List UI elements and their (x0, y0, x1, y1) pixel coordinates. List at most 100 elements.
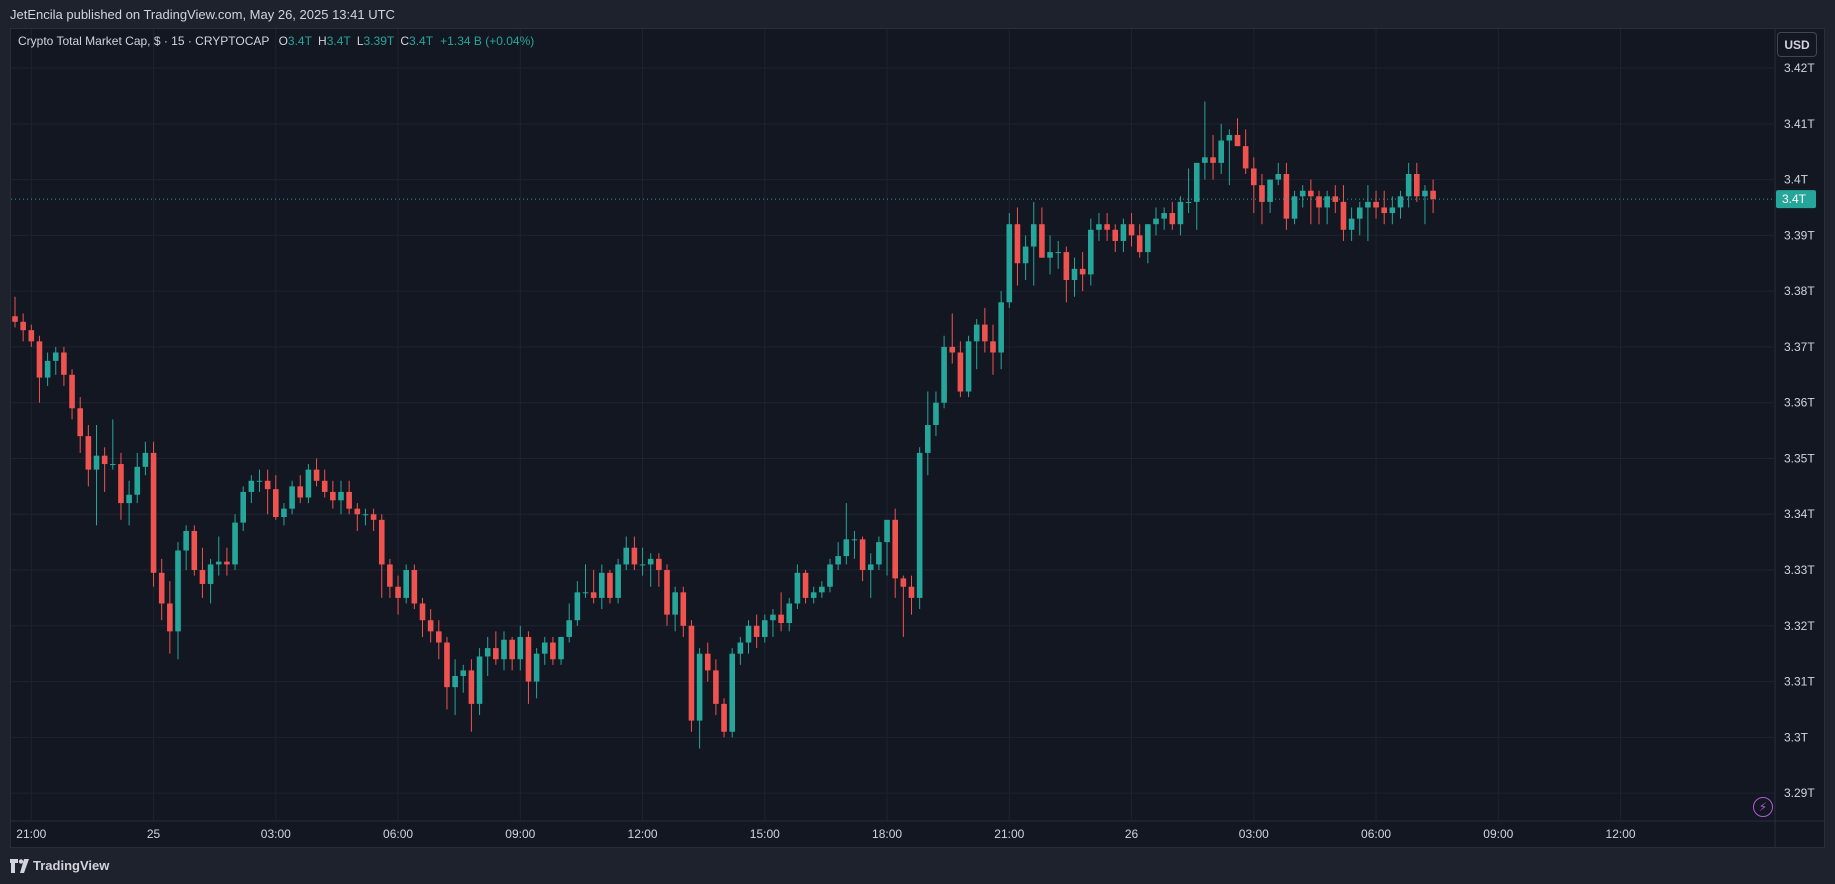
candle (1071, 257, 1078, 297)
candle-body (704, 653, 711, 671)
currency-button[interactable]: USD (1777, 32, 1817, 57)
candle (338, 480, 344, 515)
price-tick-label: 3.39T (1784, 228, 1815, 242)
legend-low-value: 3.39T (363, 34, 395, 48)
candle (566, 603, 572, 643)
candle-body (1405, 174, 1412, 197)
candle (590, 570, 597, 604)
time-tick-label: 09:00 (505, 827, 535, 841)
candle-body (134, 466, 141, 495)
candle (941, 335, 947, 409)
candle (1267, 179, 1273, 214)
candle (867, 553, 874, 598)
candle-body (1381, 207, 1387, 214)
chart-canvas[interactable]: 3.4T 3.42T3.41T3.4T3.39T3.38T3.37T3.36T3… (11, 29, 1824, 847)
candle-body (1112, 229, 1119, 241)
candle-body (28, 330, 35, 342)
candle (1014, 207, 1021, 286)
candle-body (533, 653, 540, 682)
candle-body (1079, 268, 1086, 275)
candle (1283, 162, 1290, 230)
candle (52, 346, 59, 375)
candle (256, 469, 263, 492)
candle (207, 558, 214, 604)
time-tick-label: 03:00 (261, 827, 291, 841)
lightning-icon[interactable]: ⚡ (1753, 797, 1773, 817)
chart-legend: Crypto Total Market Cap, $ · 15 · CRYPTO… (18, 34, 534, 48)
candle (126, 480, 132, 526)
candle (1210, 134, 1216, 180)
candle (354, 503, 361, 531)
price-tick-label: 3.37T (1784, 340, 1815, 354)
candle (427, 609, 434, 643)
candle-body (1128, 224, 1135, 236)
candle-body (745, 625, 752, 643)
candle-body (1177, 201, 1184, 225)
candle-body (965, 341, 972, 392)
candle-body (998, 302, 1004, 353)
candle-body (1275, 174, 1282, 180)
candle (1348, 207, 1355, 241)
candle-body (1324, 196, 1330, 208)
candle-body (607, 572, 613, 598)
tradingview-logo[interactable]: TradingView (10, 858, 109, 873)
candle-body (1365, 201, 1371, 208)
candle (93, 425, 100, 526)
candle (484, 636, 491, 676)
candle-body (493, 648, 499, 660)
candle-body (69, 374, 75, 409)
candle-body (77, 408, 83, 437)
candle-body (93, 455, 100, 470)
candle (778, 592, 784, 632)
candle-body (297, 486, 304, 498)
candle-body (1251, 168, 1257, 186)
candle (1397, 190, 1404, 219)
candle-body (468, 670, 475, 704)
candle (998, 291, 1004, 370)
published-line: JetEncila published on TradingView.com, … (10, 7, 395, 22)
candle-body (1136, 235, 1143, 253)
candle (1153, 207, 1159, 236)
candle-body (52, 352, 59, 361)
candle (550, 636, 556, 665)
candle-body (289, 486, 295, 509)
candle-body (615, 564, 621, 598)
legend-low-label: L (356, 34, 364, 48)
candle-body (484, 648, 491, 657)
candle (1169, 201, 1176, 230)
candle-body (1022, 246, 1029, 264)
candle-body (941, 346, 947, 403)
candle-body (696, 653, 703, 721)
legend-high-label: H (318, 34, 327, 48)
candle-body (362, 514, 369, 516)
candle-body (1006, 224, 1013, 303)
candle-body (1014, 224, 1021, 264)
candle-body (900, 578, 907, 587)
price-tick-label: 3.32T (1784, 619, 1815, 633)
candle (965, 335, 972, 398)
candle-body (973, 324, 980, 342)
candle (1316, 190, 1322, 225)
candle-body (647, 558, 654, 565)
chart-frame[interactable]: 3.4T 3.42T 3.41T 3.4T 3.39T 3.38T 3.37T 3.36T 3… (10, 28, 1825, 848)
legend-open-label: O (278, 34, 288, 48)
candle-body (819, 586, 825, 593)
candle (1006, 213, 1013, 308)
candle-body (1153, 218, 1159, 225)
candle (1202, 101, 1208, 180)
candle (1030, 201, 1037, 286)
candle (656, 553, 662, 587)
candle-body (150, 452, 157, 573)
candle-body (142, 452, 149, 467)
candle (248, 475, 255, 504)
candle-body (1210, 157, 1216, 163)
candle (85, 425, 92, 487)
candle (378, 514, 385, 598)
candle (696, 648, 703, 749)
candle (1104, 213, 1110, 241)
candle-body (395, 586, 401, 598)
candle (305, 464, 312, 504)
candle (183, 525, 189, 571)
candle-body (1373, 201, 1379, 208)
candle (1242, 129, 1249, 175)
